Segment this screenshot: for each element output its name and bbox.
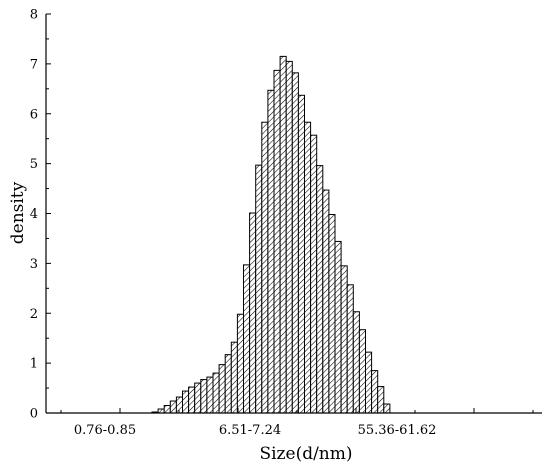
y-tick-label: 8	[30, 8, 38, 23]
bar	[365, 351, 373, 414]
bar	[255, 164, 263, 414]
bar	[169, 400, 177, 414]
bar	[304, 121, 312, 414]
y-tick-label: 0	[30, 407, 38, 422]
bar	[194, 382, 202, 414]
bar	[334, 240, 342, 414]
bar	[310, 134, 318, 414]
bar	[267, 89, 275, 414]
x-tick-label: 55.36-61.62	[358, 423, 437, 438]
bar	[291, 72, 299, 414]
bar	[206, 376, 214, 414]
bar	[212, 372, 220, 414]
bar	[340, 265, 348, 414]
bar	[285, 60, 293, 414]
bar	[243, 264, 251, 414]
y-tick-label: 1	[30, 357, 38, 372]
bar	[297, 94, 305, 414]
bar	[377, 386, 385, 414]
bar	[273, 69, 281, 414]
bar	[182, 390, 190, 414]
y-tick-label: 3	[30, 257, 38, 272]
bar	[371, 370, 379, 414]
y-tick-label: 5	[30, 157, 38, 172]
bar	[249, 212, 257, 414]
bar	[218, 364, 226, 414]
bar	[224, 354, 232, 414]
bar	[358, 329, 366, 414]
y-tick-label: 2	[30, 307, 38, 322]
bars-group	[151, 55, 391, 414]
bar	[346, 284, 354, 414]
bar	[316, 165, 324, 414]
bar	[279, 55, 287, 414]
y-tick-label: 4	[30, 207, 38, 222]
bar	[261, 121, 269, 414]
bar	[383, 403, 391, 414]
bar	[236, 313, 244, 414]
bar	[230, 341, 238, 414]
y-tick-label: 7	[30, 57, 38, 72]
y-axis-title: density	[8, 181, 28, 244]
bar	[188, 386, 196, 414]
bar	[322, 189, 330, 414]
ticks-group: 0 1 2 3 4 5 6 7 8 0.76-0.85 6.51-7.24 55.36-61.62	[30, 8, 534, 438]
bar	[352, 311, 360, 414]
bar	[163, 405, 171, 414]
x-tick-label: 0.76-0.85	[74, 423, 136, 438]
bar	[328, 214, 336, 414]
x-tick-label: 6.51-7.24	[219, 423, 281, 438]
bar	[200, 379, 208, 414]
x-axis-title: Size(d/nm)	[259, 444, 352, 464]
y-tick-label: 6	[30, 107, 38, 122]
